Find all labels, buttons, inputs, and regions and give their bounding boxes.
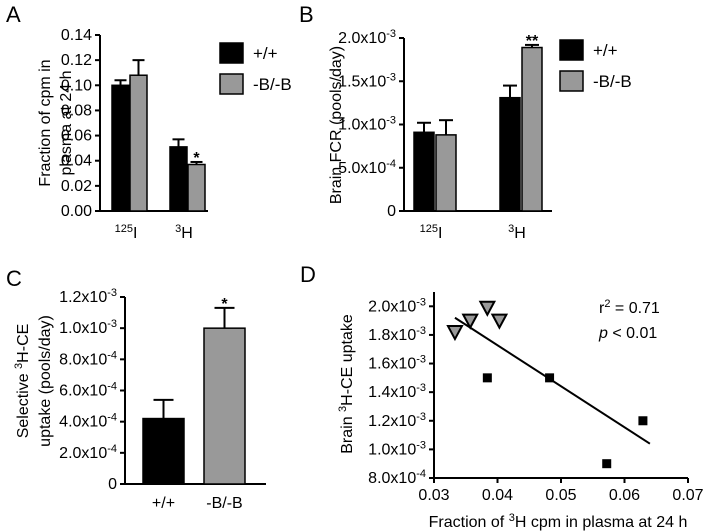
y-axis-label-line: Selective 3H-CE (13, 324, 32, 439)
y-tick-label: 8.0x10-4 (59, 349, 117, 368)
x-tick-label: 0.04 (482, 487, 513, 504)
r-squared-annotation: r2 = 0.71 (599, 298, 660, 317)
square-marker (482, 373, 492, 383)
triangle-marker (490, 313, 509, 330)
x-tick-label: 3H (175, 223, 193, 242)
x-tick-label: -B/-B (206, 495, 242, 512)
y-tick-label: 4.0x10-4 (59, 412, 117, 431)
bar (413, 131, 435, 212)
y-tick-label: 2.0x10-3 (368, 296, 426, 315)
panel-d: D 8.0x10-4 1.0x10-3 1.2x10-3 1.4x10-3 1.6x10… (300, 262, 704, 531)
legend-label: -B/-B (253, 75, 292, 94)
bar (187, 163, 206, 212)
legend-swatch (219, 73, 244, 95)
legend-swatch (219, 42, 244, 64)
square-marker (602, 459, 612, 469)
y-tick-label: 1.0x10-3 (338, 115, 396, 134)
y-tick-label: 0.14 (61, 27, 92, 44)
p-value-annotation: p < 0.01 (598, 325, 657, 342)
panel-label-b: B (299, 2, 314, 27)
x-tick-label: 0.06 (609, 487, 640, 504)
x-axis-label: Fraction of 3H cpm in plasma at 24 h (429, 512, 688, 531)
legend-swatch (559, 39, 584, 61)
bar (435, 134, 457, 212)
triangle-marker (446, 325, 464, 342)
y-tick-label: 5.0x10-4 (338, 158, 396, 177)
y-tick-label: 0.00 (61, 203, 92, 220)
y-axis-label: Brain 3H-CE uptake (337, 314, 356, 454)
y-tick-label: 1.8x10-3 (368, 325, 426, 344)
y-tick-label: 1.0x10-3 (59, 318, 117, 337)
panel-c: C 0 2.0x10-4 4.0x10-4 6.0x10-4 8.0x10-4 1.0x1… (6, 266, 266, 512)
y-tick-label: 6.0x10-4 (59, 381, 117, 400)
panel-a: A 0.00 0.02 0.04 0.06 0.08 0.10 0.12 0.14 Fracti… (6, 2, 292, 242)
y-axis-label-line: plasma at 24 h (58, 71, 75, 176)
y-tick-label: 0.04 (61, 153, 92, 170)
y-tick-label: 0.08 (61, 102, 92, 119)
y-tick-label: 1.2x10-3 (59, 287, 117, 306)
y-tick-label: 2.0x10-4 (59, 443, 117, 462)
square-marker (638, 416, 648, 426)
bar (499, 96, 521, 212)
x-tick-label: 0.05 (545, 487, 576, 504)
y-tick-label: 0.06 (61, 128, 92, 145)
bar (111, 84, 130, 212)
significance-star: ** (526, 33, 539, 50)
y-axis-label-line: Fraction of cpm in (37, 59, 54, 186)
bar (521, 46, 543, 212)
y-tick-label: 1.5x10-3 (338, 71, 396, 90)
y-tick-label: 2.0x10-3 (338, 28, 396, 47)
y-tick-label: 0.12 (61, 52, 92, 69)
significance-star: * (221, 296, 228, 313)
y-tick-label: 1.2x10-3 (368, 411, 426, 430)
y-tick-label: 0.02 (61, 178, 92, 195)
y-axis-label-text: Brain 3H-CE uptake (337, 314, 356, 454)
bar (203, 327, 246, 485)
bar (129, 74, 148, 212)
y-tick-label: 1.0x10-3 (368, 439, 426, 458)
x-tick-label: +/+ (152, 495, 175, 512)
panel-label-d: D (300, 262, 316, 287)
x-tick-label: 0.03 (418, 487, 449, 504)
y-tick-label: 0 (387, 203, 396, 220)
y-axis-label: Fraction of cpm in plasma at 24 h (37, 59, 75, 186)
legend-swatch (559, 70, 584, 92)
legend-label: +/+ (593, 41, 618, 60)
y-tick-label: 1.4x10-3 (368, 382, 426, 401)
triangle-marker (478, 300, 497, 317)
bar (169, 146, 188, 212)
legend-label: -B/-B (593, 72, 632, 91)
x-tick-label: 125I (420, 223, 443, 242)
panel-b: B 0 5.0x10-4 1.0x10-3 1.5x10-3 2.0x10-3Brain… (299, 2, 632, 242)
bar (142, 417, 185, 485)
panel-label-c: C (6, 266, 22, 291)
y-tick-label: 0 (108, 476, 117, 493)
legend-label: +/+ (253, 44, 278, 63)
x-tick-label: 125I (115, 223, 138, 242)
y-axis-label-line: uptake (pools/day) (37, 315, 54, 447)
y-axis-label: Selective 3H-CE uptake (pools/day) (13, 315, 54, 447)
significance-star: * (193, 150, 200, 167)
x-tick-label: 3H (508, 223, 526, 242)
panel-label-a: A (6, 2, 21, 27)
x-tick-label: 0.07 (672, 487, 703, 504)
y-tick-label: 8.0x10-4 (368, 468, 426, 487)
square-marker (545, 373, 555, 383)
y-tick-label: 0.10 (61, 77, 92, 94)
y-axis-label: Brain FCR (pools/day) (328, 46, 345, 204)
y-tick-label: 1.6x10-3 (368, 354, 426, 373)
triangle-marker (461, 313, 479, 330)
